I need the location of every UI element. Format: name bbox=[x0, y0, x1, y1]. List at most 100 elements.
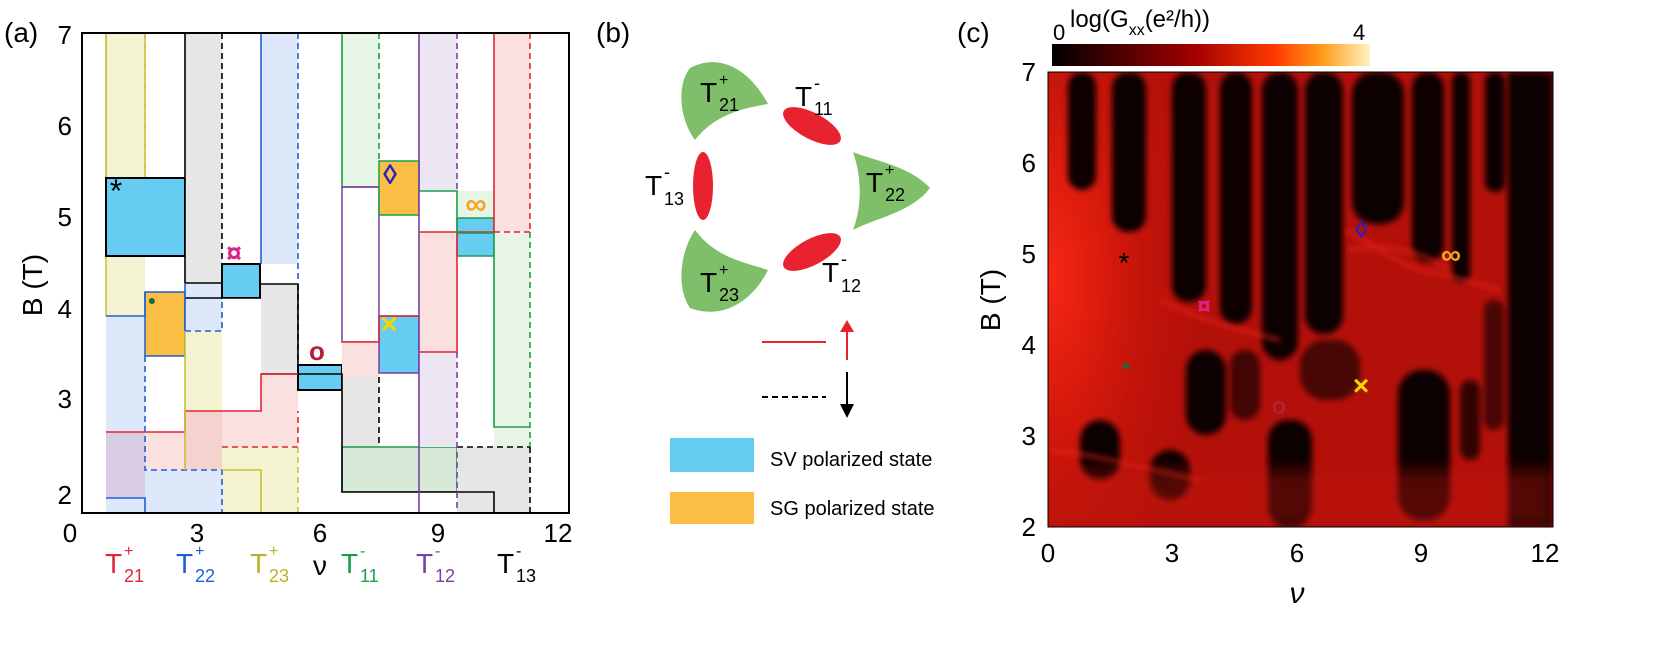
xtick: 12 bbox=[1531, 538, 1560, 568]
label-t21: T + 21 bbox=[700, 72, 739, 115]
ytick: 3 bbox=[1022, 421, 1036, 451]
valley-t22-plus bbox=[853, 152, 930, 230]
region-grey-1 bbox=[185, 33, 222, 283]
marker-diamond: ◊ bbox=[1355, 217, 1367, 244]
svg-text:22: 22 bbox=[885, 185, 905, 205]
colorbar: log(Gxx(e²/h)) 0 4 bbox=[1052, 6, 1370, 66]
legend-sg-label: SG polarized state bbox=[770, 498, 935, 520]
ytick: 7 bbox=[1022, 57, 1036, 87]
svg-text:21: 21 bbox=[719, 95, 739, 115]
ytick: 6 bbox=[58, 111, 72, 141]
panel-c-markers: * ¤ ● o ◊ ∞ × bbox=[1119, 217, 1461, 420]
svg-text:T: T bbox=[822, 257, 839, 288]
valley-label-t23: T + 23 bbox=[250, 543, 289, 586]
svg-text:-: - bbox=[516, 543, 521, 560]
svg-text:T: T bbox=[250, 548, 267, 579]
region-t21-col bbox=[494, 33, 530, 232]
panel-a: (a) bbox=[4, 17, 572, 586]
valley-label-t11: T - 11 bbox=[341, 543, 379, 586]
legend-sv-label: SV polarized state bbox=[770, 449, 932, 471]
symbol-currency: ¤ bbox=[226, 237, 242, 268]
colorbar-min: 0 bbox=[1053, 20, 1065, 45]
ytick: 6 bbox=[1022, 148, 1036, 178]
svg-text:T: T bbox=[700, 267, 717, 298]
panel-c-ylabel: B (T) bbox=[975, 269, 1006, 331]
marker-currency: ¤ bbox=[1197, 293, 1210, 320]
region-t12-col bbox=[419, 33, 457, 191]
heatmap bbox=[1048, 72, 1553, 527]
valley-label-t13: T - 13 bbox=[497, 543, 536, 586]
panel-c-xlabel: ν bbox=[1290, 577, 1305, 610]
svg-text:+: + bbox=[719, 72, 728, 89]
sv-state-2 bbox=[221, 263, 261, 299]
svg-text:T: T bbox=[105, 548, 122, 579]
panel-a-ylabel: B (T) bbox=[17, 254, 48, 316]
region-t11-col bbox=[342, 33, 379, 187]
valley-label-t12: T - 12 bbox=[416, 543, 455, 586]
panel-b: (b) T + 21 T - 11 T - 13 bbox=[596, 17, 935, 524]
colorbar-gradient bbox=[1052, 44, 1370, 66]
svg-text:13: 13 bbox=[516, 566, 536, 586]
svg-text:12: 12 bbox=[435, 566, 455, 586]
svg-text:T: T bbox=[795, 81, 812, 112]
svg-text:T: T bbox=[866, 167, 883, 198]
svg-text:T: T bbox=[700, 77, 717, 108]
sv-state-1 bbox=[105, 177, 186, 257]
marker-circle: o bbox=[1272, 393, 1287, 420]
label-t13: T - 13 bbox=[645, 162, 684, 209]
ytick: 5 bbox=[1022, 239, 1036, 269]
panel-c: (c) log(Gxx(e²/h)) 0 4 bbox=[957, 6, 1559, 610]
svg-text:+: + bbox=[269, 543, 278, 560]
svg-text:T: T bbox=[497, 548, 514, 579]
region-purple-low bbox=[106, 432, 145, 498]
valley-t11-minus bbox=[783, 107, 841, 145]
symbol-asterisk: * bbox=[110, 173, 122, 209]
svg-text:+: + bbox=[195, 543, 204, 560]
marker-cross: × bbox=[1353, 370, 1369, 401]
svg-text:-: - bbox=[664, 162, 670, 182]
sv-state-5 bbox=[456, 217, 495, 257]
colorbar-max: 4 bbox=[1353, 20, 1365, 45]
valley-t21-plus bbox=[681, 62, 768, 140]
panel-a-yticks: 2 3 4 5 6 7 bbox=[58, 20, 72, 510]
ytick: 4 bbox=[58, 294, 72, 324]
xtick: 6 bbox=[1290, 538, 1304, 568]
legend-sv-swatch bbox=[670, 438, 754, 472]
svg-text:+: + bbox=[885, 162, 894, 179]
panel-a-xlabel: ν bbox=[313, 550, 327, 581]
panel-a-regions bbox=[105, 32, 530, 513]
label-t12: T - 12 bbox=[822, 249, 861, 296]
valley-t23-plus bbox=[681, 230, 768, 312]
panel-b-valley-labels: T + 21 T - 11 T - 13 T + 22 T + bbox=[645, 72, 905, 305]
svg-text:-: - bbox=[360, 543, 365, 560]
svg-text:-: - bbox=[841, 249, 847, 269]
svg-text:12: 12 bbox=[841, 276, 861, 296]
svg-text:-: - bbox=[814, 73, 820, 93]
label-t11: T - 11 bbox=[795, 73, 833, 119]
xtick: 0 bbox=[63, 518, 77, 548]
svg-text:T: T bbox=[341, 548, 358, 579]
xtick: 9 bbox=[1414, 538, 1428, 568]
svg-text:11: 11 bbox=[814, 99, 833, 119]
xtick: 0 bbox=[1041, 538, 1055, 568]
panel-a-boundaries bbox=[106, 32, 531, 513]
xtick: 12 bbox=[544, 518, 573, 548]
colorbar-title: log(Gxx(e²/h)) bbox=[1070, 6, 1210, 39]
svg-text:11: 11 bbox=[360, 566, 379, 586]
panel-c-yticks: 2 3 4 5 6 7 bbox=[1022, 57, 1036, 542]
spin-up-arrowhead bbox=[840, 320, 854, 332]
xtick: 9 bbox=[431, 518, 445, 548]
svg-text:-: - bbox=[435, 543, 440, 560]
symbol-dot: ● bbox=[148, 292, 156, 308]
panel-a-xticks: 0 3 6 9 12 bbox=[63, 518, 573, 548]
panel-a-frame bbox=[81, 32, 570, 514]
panel-b-label: (b) bbox=[596, 17, 630, 48]
svg-text:T: T bbox=[176, 548, 193, 579]
ytick: 3 bbox=[58, 384, 72, 414]
marker-asterisk: * bbox=[1119, 247, 1130, 278]
sg-state-2 bbox=[378, 160, 420, 216]
svg-text:T: T bbox=[416, 548, 433, 579]
xtick: 3 bbox=[1165, 538, 1179, 568]
ytick: 4 bbox=[1022, 330, 1036, 360]
